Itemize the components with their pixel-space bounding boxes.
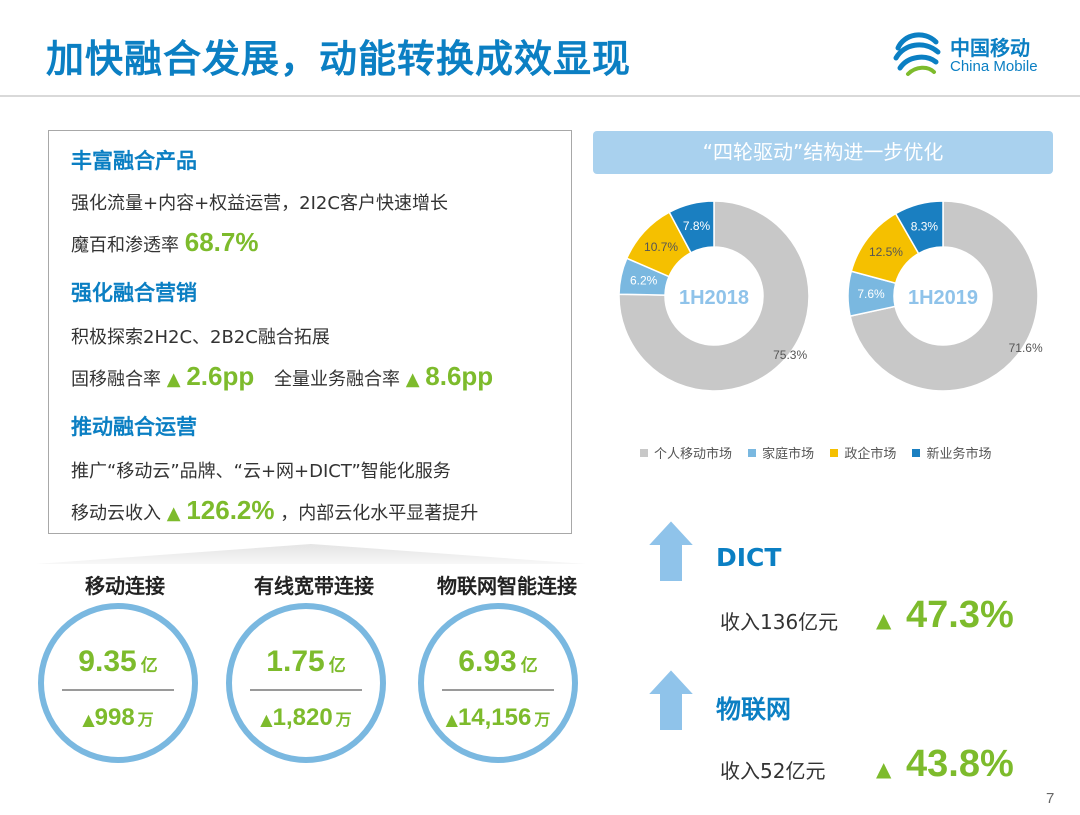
connection-value: 1.75 [266, 645, 325, 678]
products-line-1: 强化流量+内容+权益运营，2I2C客户快速增长 [71, 193, 448, 214]
section-heading-products: 丰富融合产品 [71, 149, 197, 173]
donut-center-label: 1H2019 [908, 287, 978, 309]
connection-increase: 998 [94, 704, 135, 731]
fixed-mobile-label: 固移融合率 [71, 369, 161, 390]
metric-growth-iot: 43.8% [906, 743, 1014, 785]
connection-label-broadband: 有线宽带连接 [254, 574, 374, 598]
legend-swatch [830, 449, 839, 457]
connection-circle-iot: 6.93 亿 ▲14,156 万 [418, 603, 578, 763]
connection-increase: 14,156 [457, 704, 532, 731]
metric-revenue-iot: 收入52亿元 [720, 759, 826, 783]
marketing-line-2: 固移融合率 ▲ 2.6pp 全量业务融合率 ▲ 8.6pp [71, 361, 493, 392]
up-arrow-icon [645, 518, 697, 583]
four-wheel-donut-charts: 75.3% 6.2% 10.7% 7.8% 1H2018 71.6% 7.6% 12.5% 8.… [618, 200, 1043, 392]
donut-slice-1H2019-个人移动市场 [849, 200, 1039, 392]
donut-data-label: 10.7% [644, 240, 678, 254]
up-triangle-icon: ▲ [82, 710, 95, 729]
donut-data-label: 71.6% [1009, 341, 1043, 355]
up-triangle-icon: ▲ [876, 608, 892, 632]
connection-increase: 1,820 [272, 704, 333, 731]
legend-label: 政企市场 [844, 447, 897, 462]
mobile-cloud-value: 126.2% [186, 495, 275, 525]
connection-circle-broadband: 1.75 亿 ▲1,820 万 [226, 603, 386, 763]
connection-band-decoration [36, 544, 586, 564]
legend-swatch [748, 449, 757, 457]
mobile-cloud-label: 移动云收入 [71, 503, 161, 524]
operations-line-2: 移动云收入 ▲ 126.2% ，内部云化水平显著提升 [71, 495, 478, 526]
convergence-info-box: 丰富融合产品 强化流量+内容+权益运营，2I2C客户快速增长 魔百和渗透率 68… [48, 130, 572, 534]
connection-unit: 亿 [520, 656, 538, 676]
operations-line-1: 推广“移动云”品牌、“云+网+DICT”智能化服务 [71, 461, 451, 482]
legend-item: 政企市场 [830, 443, 896, 462]
donut-slice-1H2019-新业务市场 [894, 200, 944, 255]
connection-circle-mobile: 9.35 亿 ▲998 万 [38, 603, 198, 763]
donut-data-label: 75.3% [773, 348, 807, 362]
full-business-label: 全量业务融合率 [273, 369, 400, 390]
penetration-label: 魔百和渗透率 [71, 235, 179, 256]
circle-divider [62, 689, 174, 691]
connection-increase-unit: 万 [137, 710, 154, 729]
chart-legend: 个人移动市场 家庭市场 政企市场 新业务市场 [640, 443, 1003, 462]
china-mobile-logo-icon [893, 32, 941, 76]
legend-item: 新业务市场 [912, 443, 991, 462]
connection-increase-unit: 万 [335, 710, 352, 729]
structure-banner: “四轮驱动”结构进一步优化 [593, 131, 1053, 174]
metric-title-iot: 物联网 [716, 695, 792, 724]
fixed-mobile-value: 2.6pp [186, 361, 255, 391]
donut-data-label: 7.8% [683, 219, 711, 233]
legend-item: 个人移动市场 [640, 443, 732, 462]
legend-swatch [640, 449, 648, 457]
structure-banner-text: “四轮驱动”结构进一步优化 [702, 140, 944, 164]
mobile-cloud-suffix: ，内部云化水平显著提升 [280, 503, 479, 524]
donut-slice-1H2018-新业务市场 [668, 200, 715, 254]
logo-text-en: China Mobile [950, 58, 1038, 75]
section-heading-marketing: 强化融合营销 [71, 281, 197, 305]
connection-value: 6.93 [458, 645, 517, 678]
connection-value: 9.35 [78, 645, 137, 678]
up-triangle-icon: ▲ [876, 757, 892, 781]
marketing-line-1: 积极探索2H2C、2B2C融合拓展 [71, 327, 330, 348]
connection-unit: 亿 [328, 656, 346, 676]
china-mobile-logo: 中国移动 China Mobile [890, 26, 1060, 86]
legend-item: 家庭市场 [748, 443, 814, 462]
up-arrow-icon [645, 667, 697, 732]
section-heading-operations: 推动融合运营 [71, 415, 197, 439]
legend-label: 个人移动市场 [654, 447, 733, 462]
up-triangle-icon: ▲ [166, 503, 181, 524]
legend-label: 家庭市场 [762, 447, 815, 462]
metric-revenue-dict: 收入136亿元 [720, 610, 839, 634]
circle-divider [250, 689, 362, 691]
penetration-value: 68.7% [184, 227, 259, 257]
metric-growth-dict: 47.3% [906, 594, 1014, 636]
metric-title-dict: DICT [716, 543, 782, 572]
donut-center-label: 1H2018 [679, 287, 749, 309]
up-triangle-icon: ▲ [405, 369, 420, 390]
legend-label: 新业务市场 [926, 447, 992, 462]
title-divider [0, 95, 1080, 97]
up-triangle-icon: ▲ [166, 369, 181, 390]
page-number: 7 [1046, 790, 1055, 807]
logo-text-cn: 中国移动 [950, 36, 1030, 60]
connection-unit: 亿 [140, 656, 158, 676]
products-line-2: 魔百和渗透率 68.7% [71, 227, 258, 258]
connection-label-iot: 物联网智能连接 [437, 574, 577, 598]
donut-data-label: 12.5% [869, 245, 903, 259]
circle-divider [442, 689, 554, 691]
connection-label-mobile: 移动连接 [85, 574, 165, 598]
donut-data-label: 6.2% [630, 274, 658, 288]
legend-swatch [912, 449, 921, 457]
donut-slice-1H2018-个人移动市场 [618, 200, 810, 392]
full-business-value: 8.6pp [425, 361, 494, 391]
connection-increase-unit: 万 [534, 710, 551, 729]
page-title: 加快融合发展，动能转换成效显现 [46, 37, 632, 81]
donut-data-label: 7.6% [857, 287, 885, 301]
up-triangle-icon: ▲ [445, 710, 458, 729]
donut-data-label: 8.3% [911, 219, 939, 233]
up-triangle-icon: ▲ [260, 710, 273, 729]
